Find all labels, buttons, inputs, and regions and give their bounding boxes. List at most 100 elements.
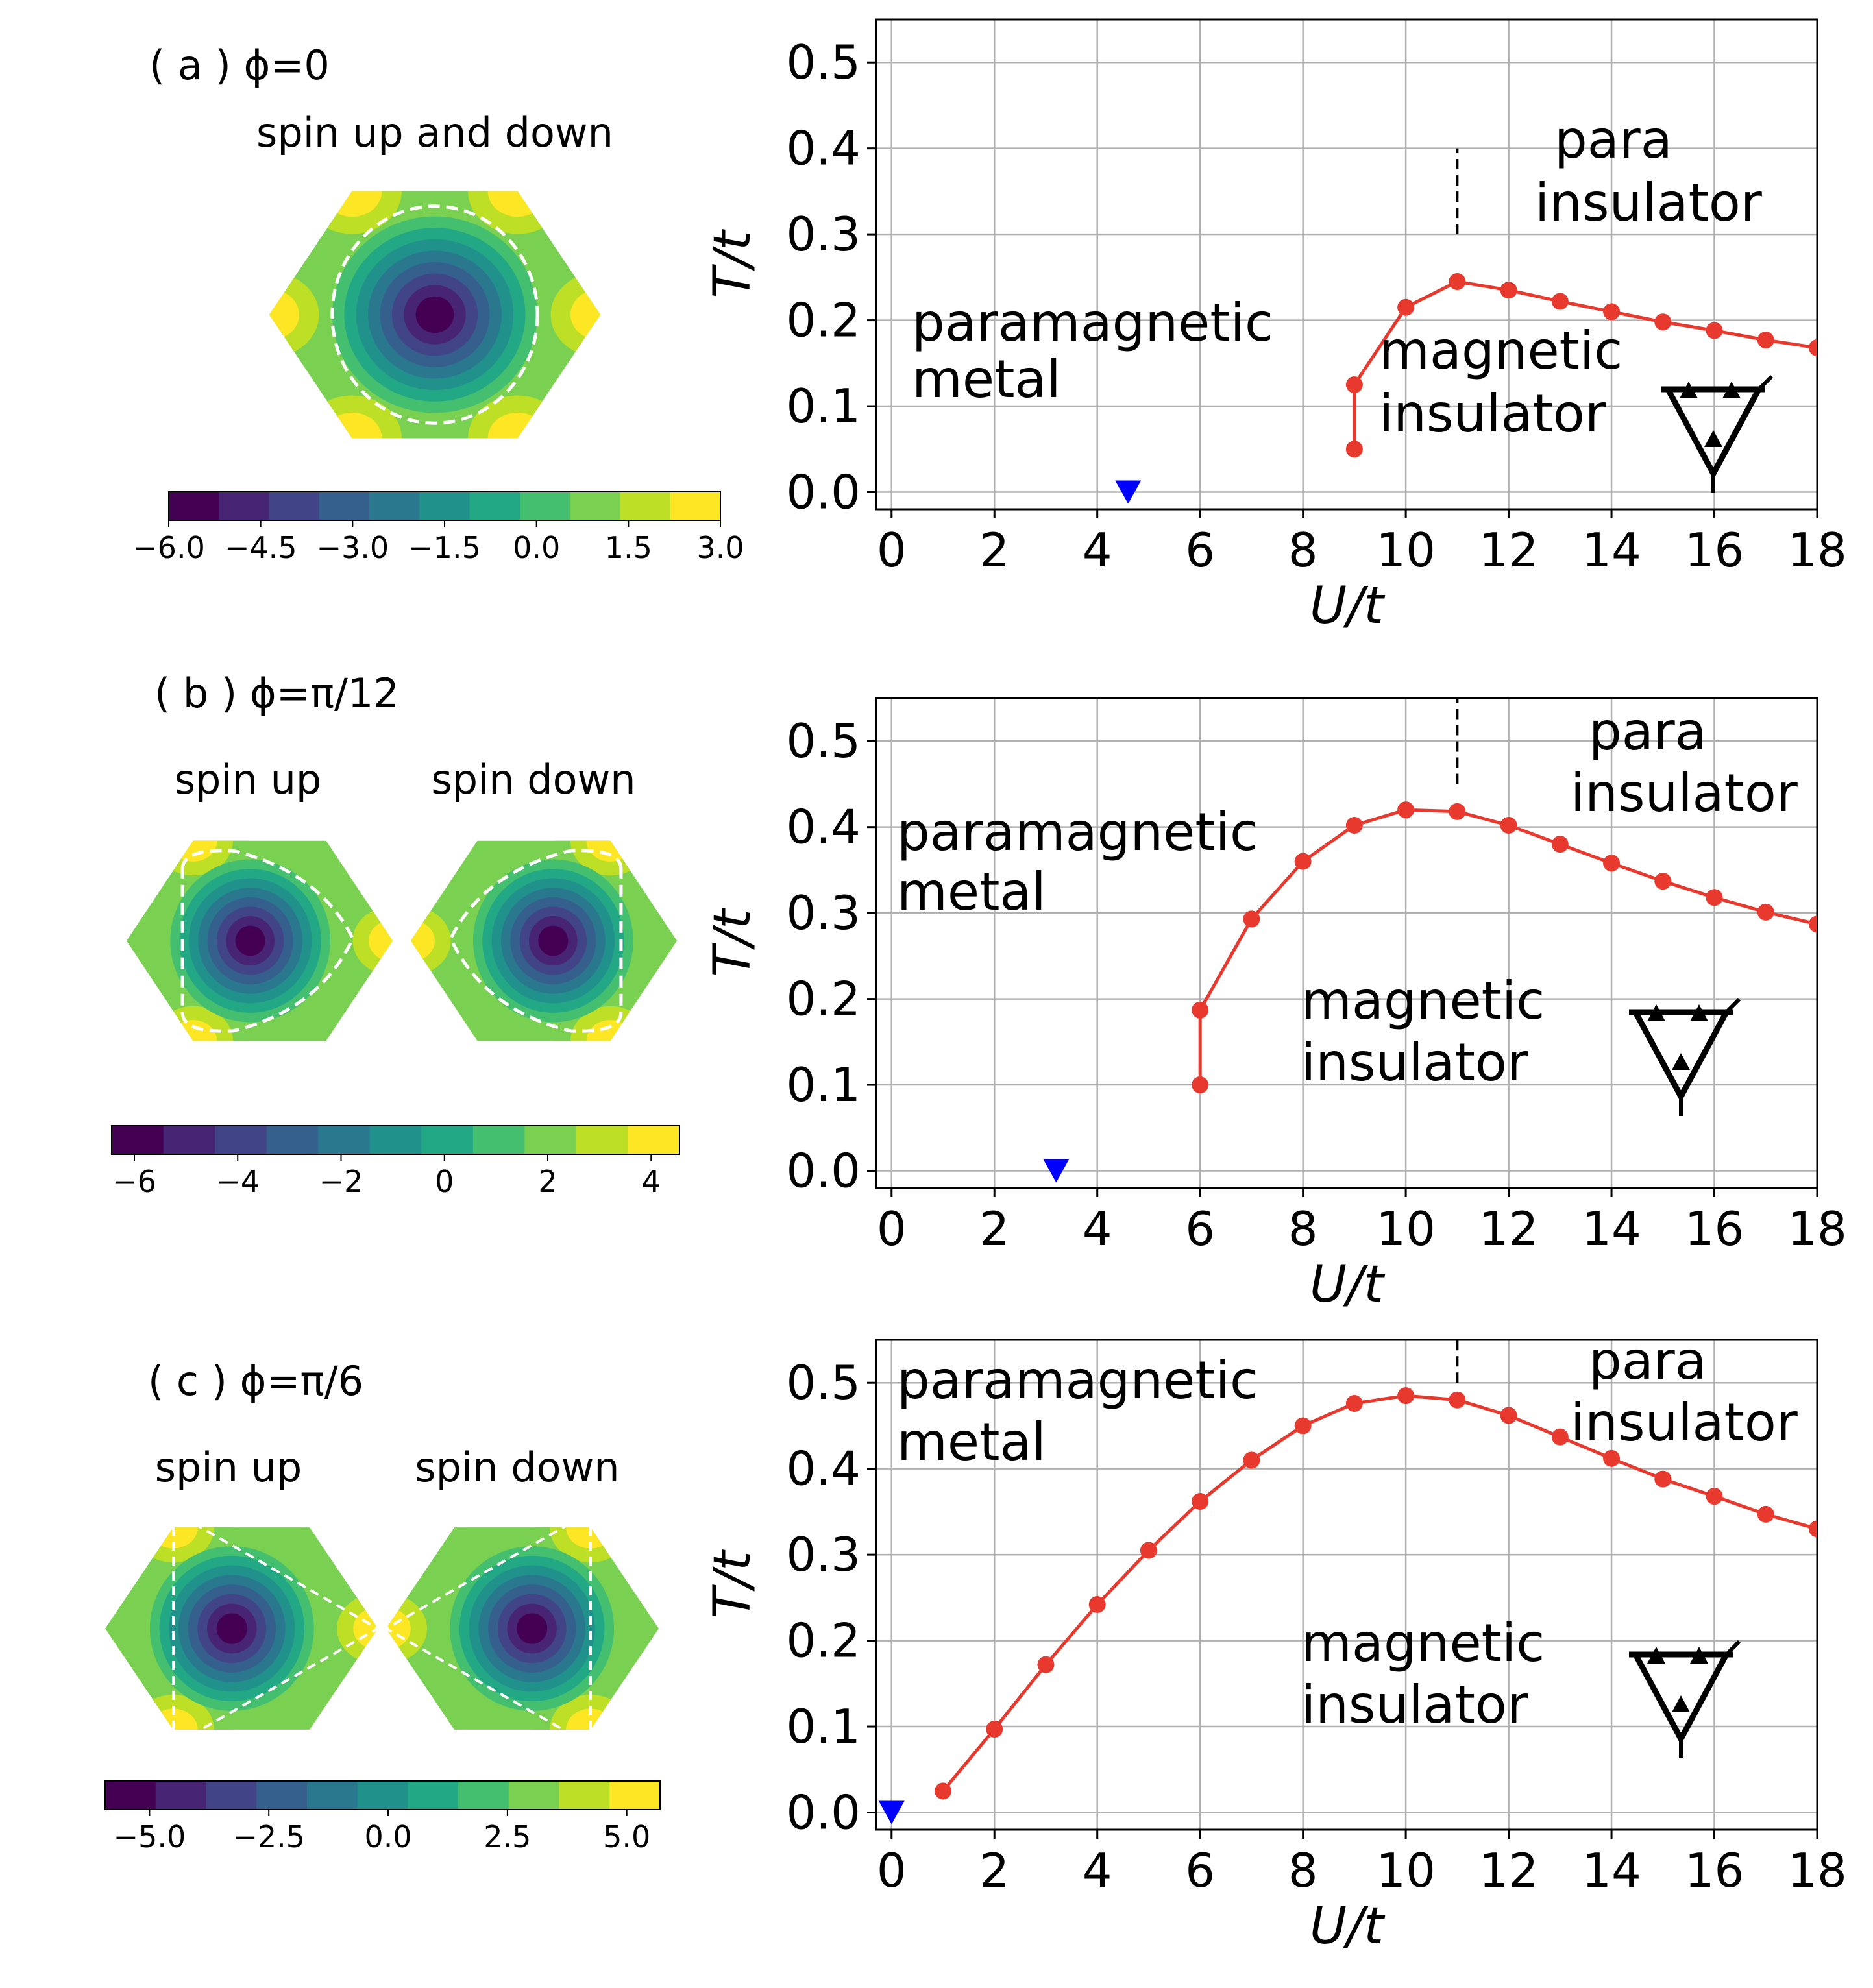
spin-arrow-icon bbox=[1690, 1004, 1708, 1021]
spin-arrow-icon bbox=[1680, 382, 1698, 398]
data-point bbox=[1706, 1488, 1723, 1505]
region-label: para bbox=[1589, 1331, 1707, 1391]
colorbar-tick-label: 0 bbox=[435, 1164, 454, 1199]
data-point bbox=[1706, 322, 1723, 339]
x-tick-label: 10 bbox=[1376, 1843, 1436, 1898]
y-tick-label: 0.4 bbox=[786, 1442, 861, 1496]
data-point bbox=[1449, 273, 1466, 290]
y-tick-label: 0.0 bbox=[786, 465, 861, 520]
region-label: paramagnetic bbox=[912, 293, 1273, 353]
colorbar-swatch bbox=[472, 1126, 525, 1154]
data-point bbox=[1654, 313, 1672, 331]
colorbar-tick-label: 4 bbox=[642, 1164, 661, 1199]
colorbar-swatch bbox=[421, 1126, 474, 1154]
colorbar-tick-label: −4 bbox=[215, 1164, 260, 1199]
x-tick-label: 10 bbox=[1376, 1202, 1436, 1256]
data-point bbox=[1397, 1387, 1415, 1405]
series bbox=[1043, 801, 1817, 1183]
x-tick-label: 14 bbox=[1582, 523, 1641, 577]
colorbar-tick-label: 2.5 bbox=[484, 1819, 531, 1854]
series bbox=[1115, 273, 1817, 504]
colorbar-tick-label: −1.5 bbox=[408, 530, 481, 565]
data-point bbox=[1037, 1656, 1055, 1673]
colorbar-swatch bbox=[524, 1126, 577, 1154]
colorbar-swatch bbox=[169, 492, 219, 520]
x-axis-label: U/t bbox=[1310, 577, 1385, 635]
y-tick-label: 0.0 bbox=[786, 1786, 861, 1840]
colorbar-swatch bbox=[256, 1781, 308, 1810]
colorbar-swatch bbox=[519, 492, 570, 520]
critical-point-marker bbox=[1115, 480, 1142, 504]
y-tick-label: 0.5 bbox=[786, 1355, 861, 1410]
x-tick-label: 12 bbox=[1479, 1843, 1539, 1898]
data-point bbox=[1140, 1542, 1157, 1559]
colorbar-swatch bbox=[319, 492, 370, 520]
region-label: metal bbox=[912, 349, 1061, 409]
x-tick-label: 18 bbox=[1787, 1843, 1847, 1898]
x-tick-label: 2 bbox=[979, 1843, 1009, 1898]
colorbar-swatch bbox=[306, 1781, 358, 1810]
x-tick-label: 8 bbox=[1288, 523, 1318, 577]
region-label: insulator bbox=[1535, 173, 1762, 233]
region-label: para bbox=[1554, 110, 1672, 170]
phase-diagram: 0 2 4 6 8 10 12 14 16 18 0.0 0.1 0.2 0.3 0.4 0.5 U/t T/t p… bbox=[704, 1331, 1847, 1956]
x-tick-label: 10 bbox=[1376, 523, 1436, 577]
plot-frame bbox=[875, 1339, 1818, 1831]
data-point bbox=[1449, 1391, 1466, 1409]
x-tick-label: 4 bbox=[1083, 1202, 1112, 1256]
x-tick-label: 12 bbox=[1479, 1202, 1539, 1256]
data-point bbox=[1706, 889, 1723, 906]
transition-line bbox=[942, 1394, 1817, 1792]
phase-diagram: 0 2 4 6 8 10 12 14 16 18 0.0 0.1 0.2 0.3 0.4 0.5 U/t T/t p… bbox=[704, 18, 1847, 635]
y-tick-label: 0.3 bbox=[786, 1527, 861, 1582]
colorbar-swatch bbox=[266, 1126, 319, 1154]
x-tick-label: 6 bbox=[1185, 1202, 1215, 1256]
colorbar-swatch bbox=[670, 492, 721, 520]
colorbar-swatch bbox=[215, 1126, 267, 1154]
data-point bbox=[1397, 801, 1415, 819]
data-point bbox=[1809, 339, 1817, 356]
map-title: spin up and down bbox=[256, 109, 613, 156]
data-point bbox=[1397, 298, 1415, 316]
region-label: insulator bbox=[1301, 1675, 1528, 1735]
data-point bbox=[1500, 282, 1517, 299]
data-point bbox=[1345, 376, 1363, 393]
band-structure-map bbox=[411, 840, 677, 1041]
map-title: spin down bbox=[431, 756, 635, 803]
x-tick-label: 6 bbox=[1185, 1843, 1215, 1898]
y-tick-label: 0.1 bbox=[786, 1058, 861, 1112]
colorbar: −6.0 −4.5 −3.0 −1.5 0.0 1.5 3.0 bbox=[132, 491, 744, 565]
colorbar-swatch bbox=[458, 1781, 509, 1810]
colorbar-swatch bbox=[269, 492, 320, 520]
data-point bbox=[1449, 803, 1466, 820]
lattice-spin bbox=[1757, 374, 1774, 391]
data-point bbox=[1243, 910, 1260, 928]
x-tick-label: 16 bbox=[1685, 1202, 1744, 1256]
panel-label: ( b ) ϕ=π/12 bbox=[154, 670, 399, 717]
fermi-surface bbox=[180, 849, 355, 1033]
data-point bbox=[986, 1721, 1003, 1738]
series bbox=[878, 1387, 1817, 1824]
fermi-surface bbox=[330, 204, 539, 425]
y-tick-label: 0.3 bbox=[786, 207, 861, 261]
y-tick-label: 0.2 bbox=[786, 1614, 861, 1668]
data-point bbox=[1551, 836, 1569, 853]
colorbar-tick-label: 3.0 bbox=[696, 530, 744, 565]
region-label: insulator bbox=[1301, 1032, 1528, 1093]
data-point bbox=[1757, 903, 1774, 921]
spin-arrow-icon bbox=[1704, 430, 1722, 447]
colorbar-tick-label: 1.5 bbox=[605, 530, 652, 565]
colorbar-swatch bbox=[206, 1781, 257, 1810]
colorbar-swatch bbox=[469, 492, 520, 520]
lattice-spin bbox=[1724, 997, 1741, 1014]
data-point bbox=[1294, 853, 1312, 870]
spin-arrow-icon bbox=[1647, 1004, 1665, 1021]
colorbar-swatch bbox=[628, 1126, 680, 1154]
critical-point-marker bbox=[878, 1800, 905, 1824]
colorbar: −6 −4 −2 0 2 4 bbox=[111, 1125, 680, 1199]
colorbar-tick-label: −2 bbox=[319, 1164, 363, 1199]
plot-frame bbox=[875, 697, 1818, 1189]
colorbar-swatch bbox=[369, 492, 420, 520]
region-label: metal bbox=[897, 1412, 1046, 1472]
critical-point-marker bbox=[1043, 1159, 1070, 1183]
